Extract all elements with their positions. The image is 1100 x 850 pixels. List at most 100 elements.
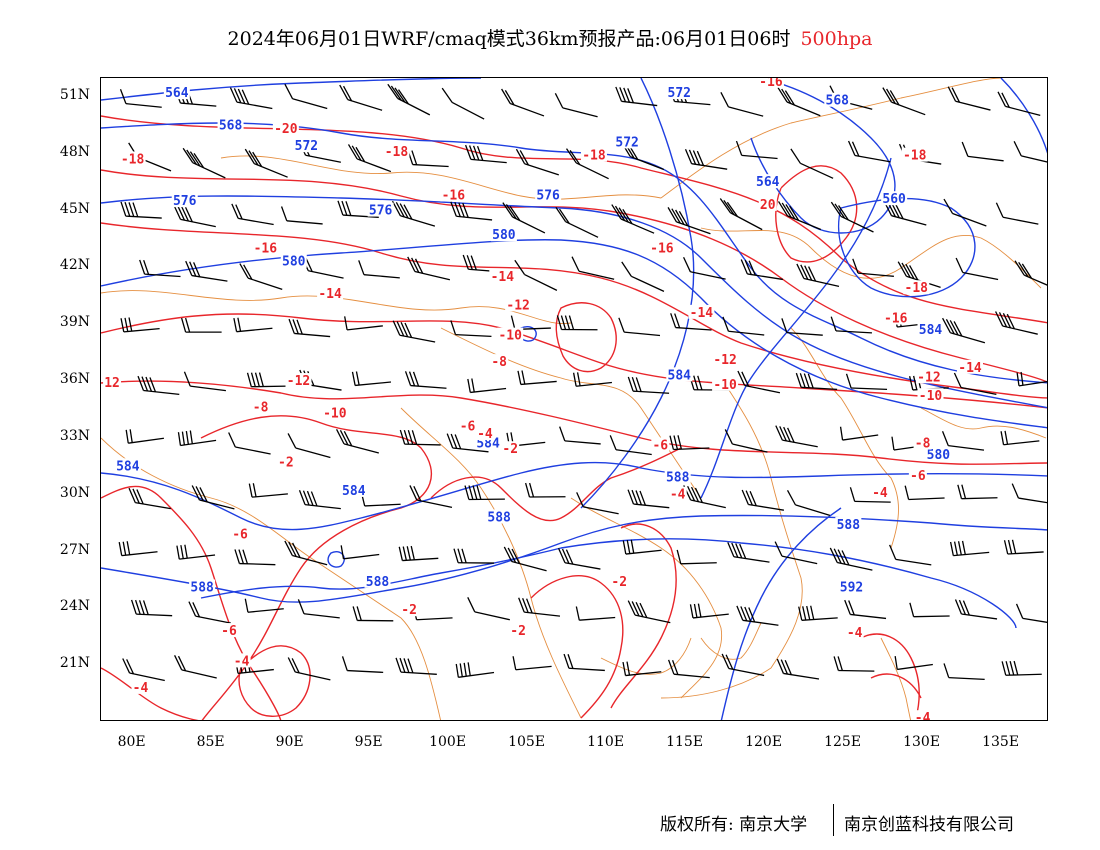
temperature-contour-label: -6 [221, 624, 237, 639]
height-contour-label: 584 [919, 323, 943, 338]
wind-barb-feather [894, 656, 898, 670]
wind-barb-feather [1020, 371, 1024, 386]
wind-barb-feather [1003, 540, 1009, 555]
lat-tick-label: 42N [59, 257, 90, 274]
wind-barb-feather [521, 370, 526, 385]
wind-barb-feather [466, 255, 473, 270]
wind-barb-feather [138, 600, 145, 615]
wind-barb-feather [412, 371, 420, 387]
wind-barb-feather [623, 87, 631, 103]
wind-barb-shaft [690, 271, 726, 280]
wind-barb-shaft [728, 330, 765, 336]
wind-barb-feather [886, 88, 896, 104]
wind-barb-feather [848, 600, 855, 616]
wind-barb-feather [193, 152, 205, 169]
wind-barb-feather [355, 146, 366, 163]
coastline-boundaries [101, 78, 1047, 720]
wind-barb-feather [464, 485, 470, 500]
wind-barb-shaft [474, 611, 510, 621]
wind-barb-feather [458, 202, 465, 218]
wind-barb-feather [302, 490, 310, 506]
wind-barb-shaft [948, 445, 985, 451]
wind-barb-feather [905, 263, 915, 280]
wind-barb-feather [471, 378, 475, 393]
wind-barb-feather [128, 487, 136, 503]
wind-barb-feather [635, 602, 644, 618]
wind-barb-shaft [1005, 673, 1042, 676]
wind-barb-shaft [303, 613, 340, 619]
wind-barb-feather [400, 321, 409, 337]
wind-barb-feather [233, 88, 242, 104]
wind-barb-feather [254, 372, 260, 387]
wind-barb-feather [395, 202, 405, 218]
wind-barb-feather [841, 550, 850, 566]
wind-barb-feather [688, 149, 697, 165]
wind-barb-feather [1001, 92, 1010, 108]
lon-tick-label: 95E [354, 734, 383, 750]
wind-barb-shaft [673, 447, 710, 451]
wind-barb-feather [740, 606, 748, 622]
wind-barb-feather [694, 487, 703, 503]
wind-barb-feather [737, 370, 746, 386]
wind-barb-shaft [414, 270, 451, 281]
wind-barb-shaft [625, 671, 662, 677]
temperature-contour-label: -4 [133, 681, 149, 696]
wind-barb-feather [735, 140, 743, 156]
temperature-contour-label: 12 [104, 376, 120, 391]
height-contour-label: 572 [615, 135, 638, 150]
wind-barb-feather [188, 601, 197, 617]
wind-barb-feather [392, 320, 401, 336]
wind-barb-feather [572, 372, 577, 387]
wind-barb-feather [287, 657, 296, 673]
wind-barb-feather [191, 485, 201, 501]
wind-barb-feather [504, 90, 515, 106]
wind-barb-shaft [786, 331, 823, 336]
wind-barb-feather [895, 203, 904, 220]
wind-barb-feather [524, 482, 531, 498]
wind-barb-feather [358, 260, 365, 275]
wind-barb-feather [195, 486, 204, 502]
wind-barb-shaft [967, 155, 1004, 162]
temperature-contour-label: -8 [491, 355, 507, 370]
wind-barb-feather [735, 543, 743, 559]
wind-barb-feather [720, 91, 729, 108]
wind-barb-feather [149, 377, 157, 393]
wind-barb-feather [467, 662, 471, 676]
wind-barb-shaft [803, 277, 840, 288]
wind-barb-feather [441, 87, 453, 103]
wind-barb-shaft [295, 671, 331, 681]
wind-barb-feather [396, 321, 405, 337]
wind-barb-feather [626, 661, 631, 676]
wind-barb-feather [627, 489, 635, 505]
lon-tick-label: 100E [429, 734, 467, 750]
lon-tick-label: 90E [275, 734, 304, 750]
wind-barb-shaft [568, 667, 605, 672]
wind-barb-feather [244, 598, 249, 613]
wind-barb-shaft [363, 274, 400, 279]
wind-barb-shaft [456, 215, 493, 221]
wind-barb-shaft [399, 334, 436, 343]
wind-barb-feather [741, 489, 749, 505]
wind-barb-feather [124, 201, 131, 217]
wind-barb-feather [287, 433, 297, 449]
height-contour-label: 580 [927, 448, 951, 463]
temperature-contour-label: -4 [477, 427, 493, 442]
wind-barb-shaft [690, 499, 726, 509]
wind-barb-shaft [837, 561, 873, 571]
wind-barb-feather [173, 204, 182, 220]
wind-barb-feather [1011, 483, 1019, 499]
wind-barb-shaft [236, 101, 273, 110]
wind-barb-shaft [247, 277, 283, 291]
wind-barb-feather [891, 202, 900, 219]
wind-barb-shaft [342, 214, 379, 218]
wind-barb-feather [142, 600, 149, 615]
wind-barb-feather [462, 254, 469, 270]
wind-barb-feather [403, 658, 410, 673]
wind-barb-feather [298, 489, 306, 505]
wind-barb-shaft [347, 669, 384, 674]
wind-barb-feather [555, 206, 567, 223]
wind-barb-feather [244, 148, 255, 164]
wind-barb-feather [467, 378, 471, 393]
wind-barb-shaft [416, 617, 453, 621]
wind-barb-shaft [728, 106, 764, 117]
